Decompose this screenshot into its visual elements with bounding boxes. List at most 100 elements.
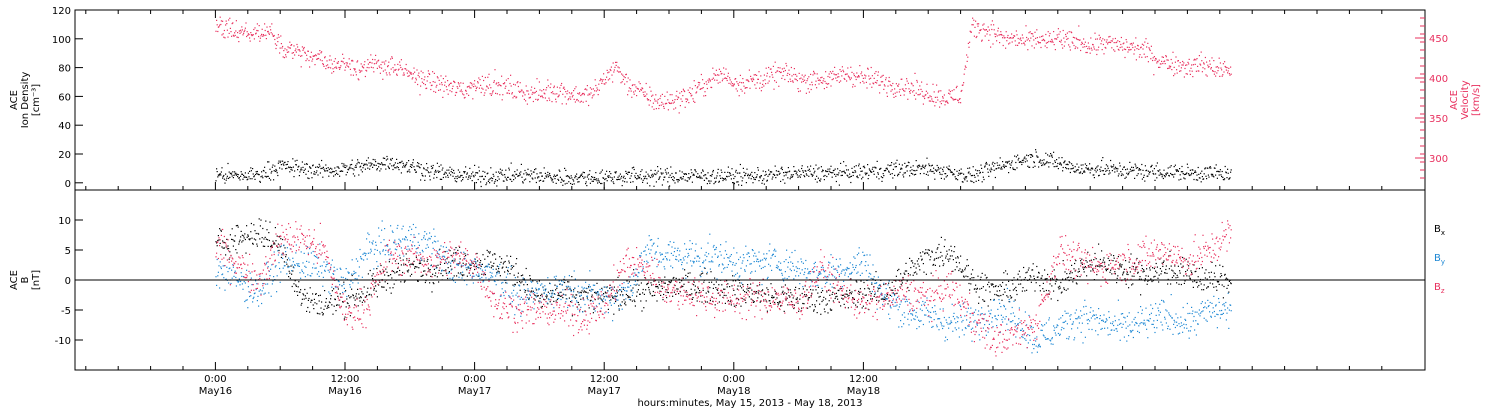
field-point-bx: [434, 275, 436, 277]
density-point: [763, 183, 765, 185]
field-point-bx: [789, 289, 791, 291]
field-point-bx: [498, 268, 500, 270]
velocity-point: [456, 91, 458, 94]
velocity-point: [843, 71, 845, 73]
velocity-point: [817, 79, 819, 81]
density-point: [637, 176, 639, 178]
field-point-bx: [1000, 294, 1002, 297]
field-point-bx: [907, 286, 909, 289]
velocity-point: [428, 72, 430, 75]
density-point: [1045, 152, 1047, 154]
field-point-bx: [616, 289, 618, 291]
velocity-point: [1031, 45, 1033, 47]
density-point: [1018, 157, 1020, 159]
density-point: [223, 174, 225, 177]
velocity-point: [481, 87, 483, 89]
velocity-point: [516, 96, 518, 98]
density-point: [560, 181, 562, 183]
density-point: [310, 167, 312, 169]
field-point-bx: [635, 284, 637, 286]
density-point: [1187, 166, 1189, 169]
density-point: [369, 168, 371, 170]
density-point: [897, 173, 899, 175]
density-point: [384, 164, 386, 166]
field-point-bx: [534, 294, 536, 296]
velocity-point: [445, 75, 447, 77]
density-point: [227, 162, 229, 165]
density-point: [877, 173, 879, 175]
density-point: [643, 175, 645, 177]
density-point: [480, 181, 482, 183]
velocity-point: [748, 80, 750, 83]
velocity-point: [940, 103, 942, 105]
field-point-bx: [715, 287, 717, 289]
field-point-bx: [1121, 264, 1123, 266]
density-point: [1044, 163, 1046, 165]
field-point-bx: [1017, 278, 1019, 280]
velocity-point: [884, 85, 886, 87]
velocity-point: [739, 81, 741, 83]
velocity-point: [444, 81, 446, 83]
velocity-point: [226, 29, 228, 31]
velocity-point: [1123, 48, 1125, 50]
velocity-point: [909, 92, 911, 94]
density-point: [809, 170, 811, 172]
field-point-bx: [984, 274, 986, 276]
field-point-bx: [918, 265, 920, 267]
density-point: [1057, 162, 1059, 165]
velocity-point: [829, 76, 831, 78]
density-point: [853, 166, 855, 168]
field-point-bx: [934, 264, 936, 266]
density-point: [324, 170, 326, 172]
density-point: [270, 179, 272, 181]
velocity-point: [1150, 45, 1152, 47]
field-point-bx: [780, 304, 782, 307]
field-point-bx: [906, 270, 908, 272]
field-point-bx: [619, 294, 621, 296]
density-point: [1101, 159, 1103, 162]
velocity-point: [838, 81, 840, 83]
density-point: [358, 162, 360, 164]
field-point-bx: [693, 281, 695, 283]
velocity-point: [640, 88, 642, 91]
velocity-point: [925, 94, 927, 96]
field-point-bx: [889, 287, 891, 289]
field-point-bx: [682, 277, 684, 279]
velocity-point: [1149, 49, 1151, 52]
velocity-point: [827, 75, 829, 78]
density-point: [1182, 173, 1184, 175]
velocity-point: [1134, 49, 1136, 51]
density-point: [840, 162, 842, 164]
velocity-point: [265, 38, 267, 40]
velocity-point: [315, 55, 317, 57]
density-point: [600, 182, 602, 185]
velocity-point: [431, 84, 433, 86]
velocity-point: [394, 64, 396, 66]
density-point: [372, 166, 374, 168]
velocity-point: [1048, 40, 1050, 43]
velocity-point: [1187, 61, 1189, 63]
density-point: [971, 180, 973, 183]
velocity-point: [1165, 55, 1167, 57]
density-point: [1164, 175, 1166, 177]
velocity-point: [583, 92, 585, 95]
velocity-point: [516, 82, 518, 84]
velocity-point: [696, 91, 698, 93]
field-point-bx: [952, 259, 954, 261]
density-point: [747, 175, 749, 177]
velocity-point: [663, 105, 665, 108]
density-point: [573, 180, 575, 182]
density-point: [470, 175, 472, 177]
density-point: [540, 179, 542, 181]
velocity-point: [979, 29, 981, 32]
density-point: [639, 176, 641, 178]
velocity-point: [680, 98, 682, 100]
density-point: [1122, 168, 1124, 170]
field-point-bx: [400, 264, 402, 266]
field-point-bx: [784, 284, 786, 286]
density-point: [691, 172, 693, 174]
density-point: [463, 171, 465, 173]
density-point: [865, 174, 867, 176]
velocity-point: [337, 62, 339, 64]
velocity-point: [689, 87, 691, 89]
